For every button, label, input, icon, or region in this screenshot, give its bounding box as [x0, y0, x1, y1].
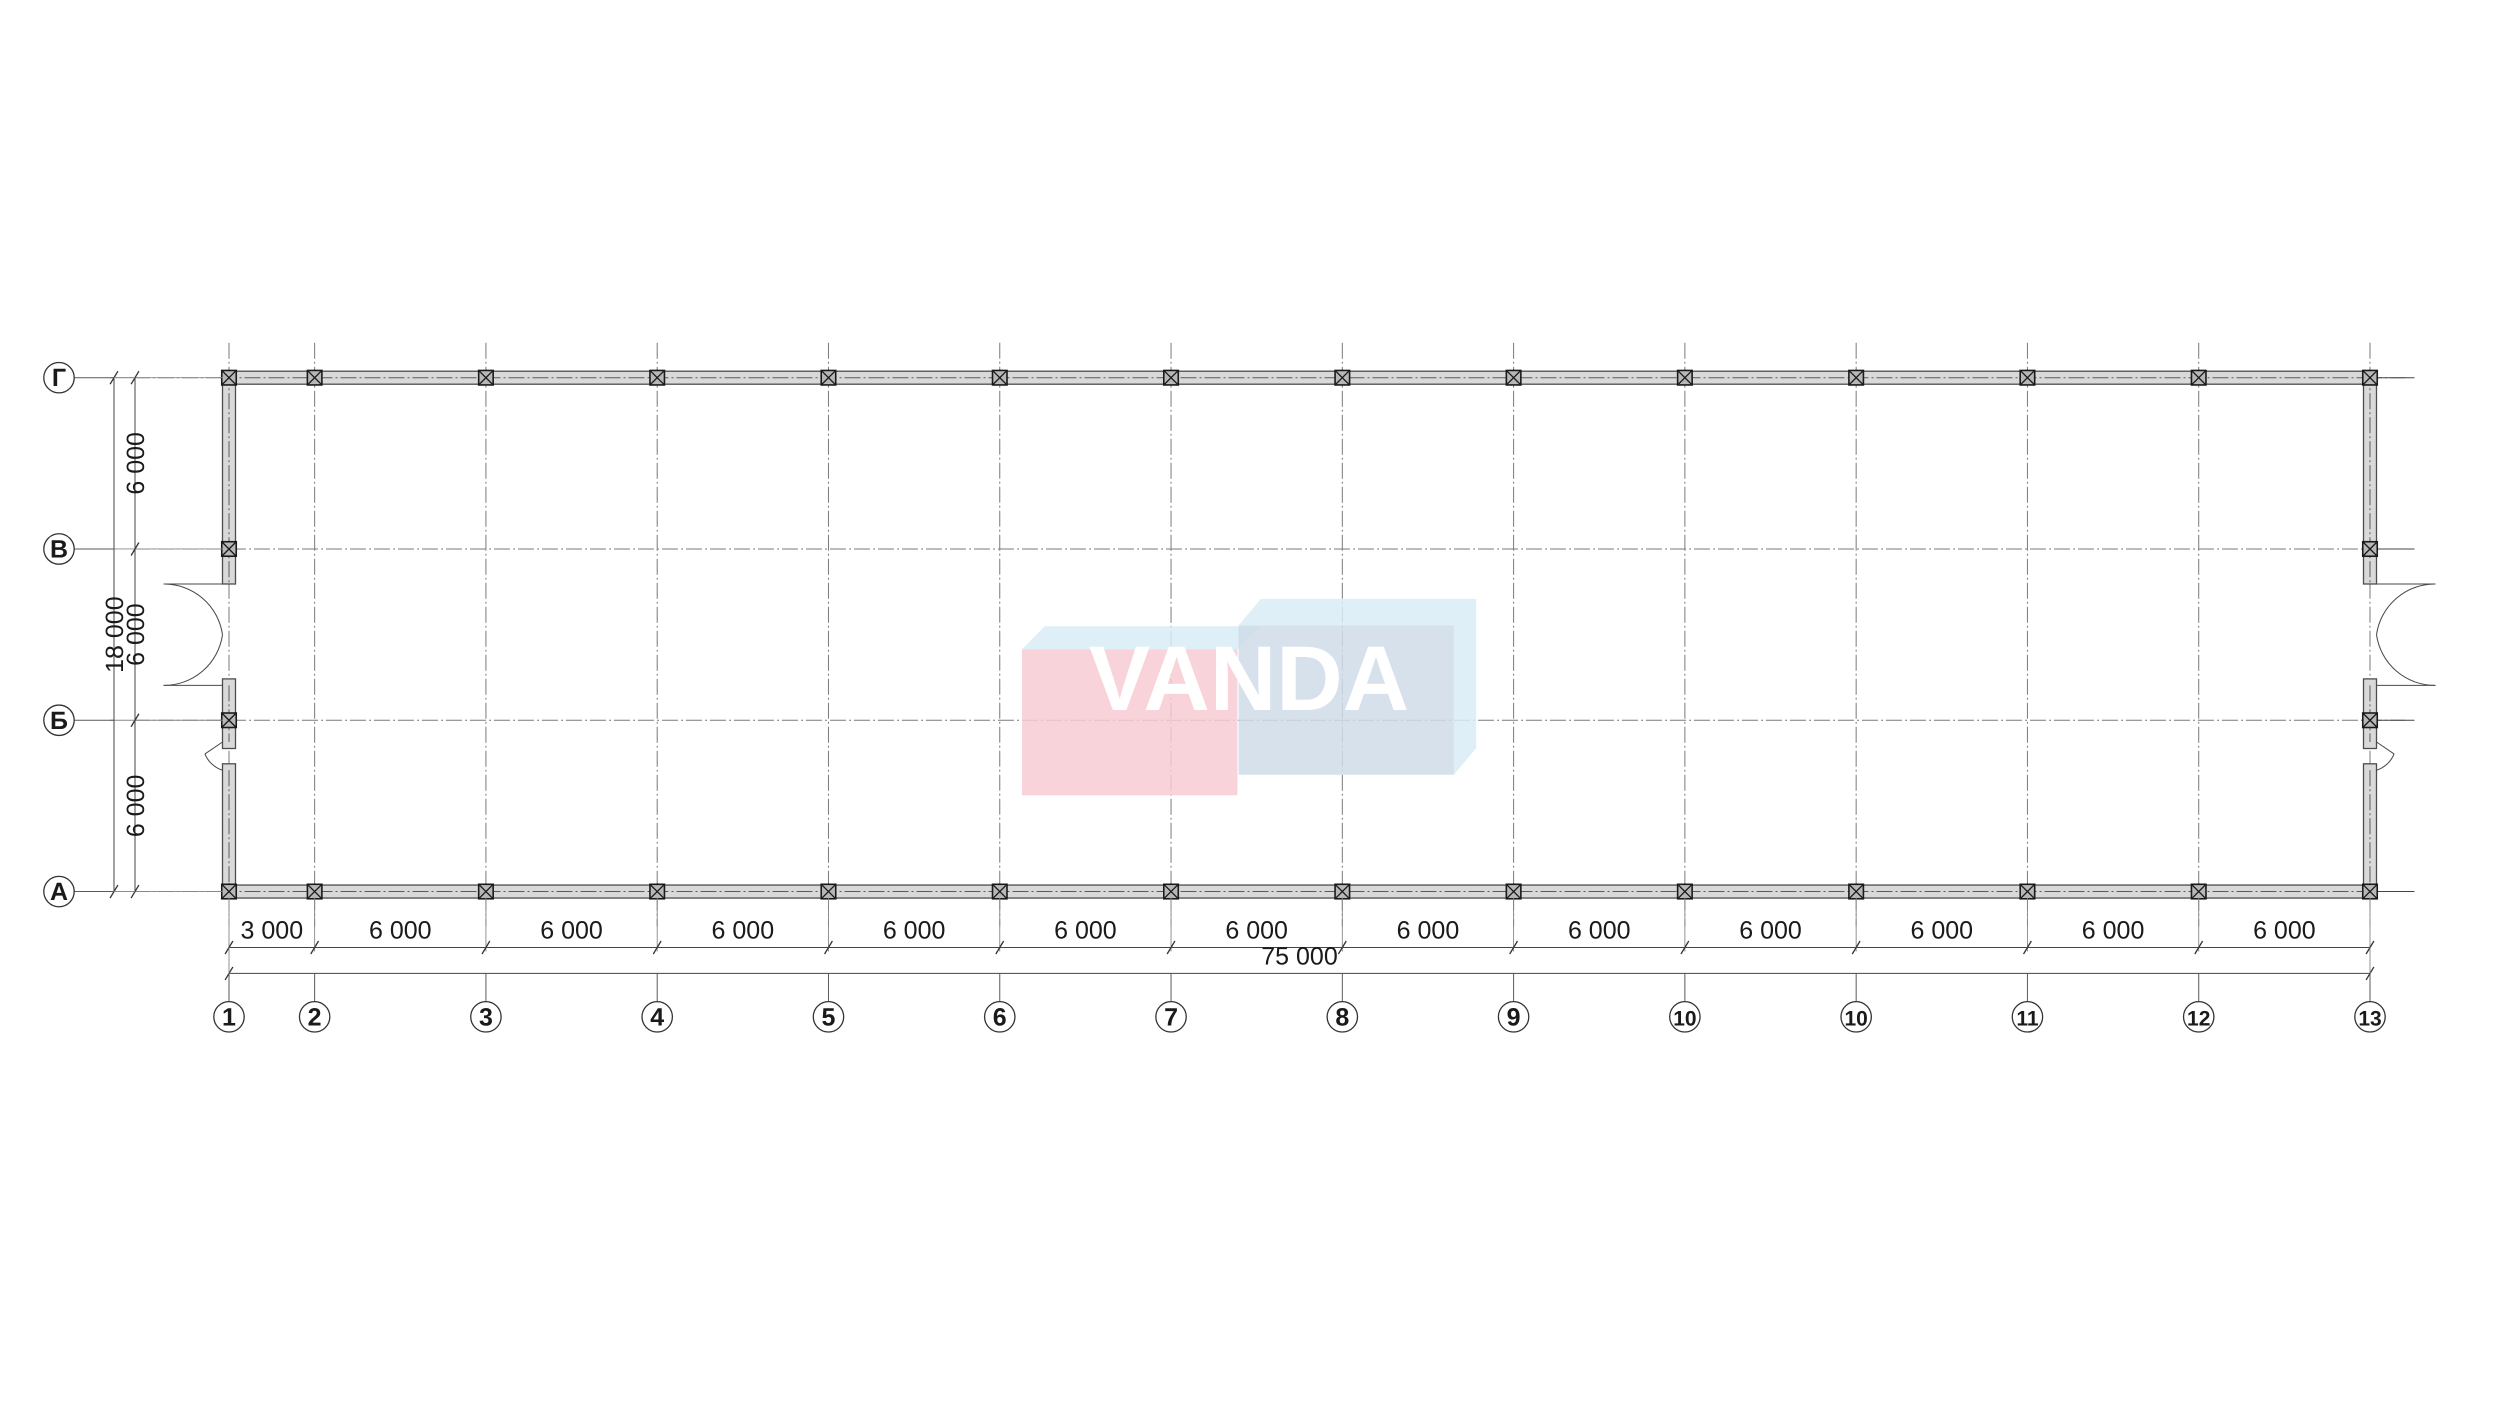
svg-text:5: 5 [822, 1003, 836, 1031]
svg-text:6 000: 6 000 [1739, 917, 1802, 945]
svg-text:6 000: 6 000 [122, 432, 150, 495]
svg-text:4: 4 [650, 1003, 664, 1031]
svg-text:6 000: 6 000 [1568, 917, 1631, 945]
svg-text:3 000: 3 000 [241, 917, 304, 945]
svg-text:10: 10 [1673, 1007, 1696, 1030]
svg-text:1: 1 [222, 1003, 236, 1031]
svg-text:18 000: 18 000 [101, 596, 129, 672]
svg-text:6 000: 6 000 [2253, 917, 2316, 945]
svg-text:9: 9 [1507, 1003, 1521, 1031]
svg-text:10: 10 [1844, 1007, 1867, 1030]
svg-text:75 000: 75 000 [1261, 942, 1337, 970]
svg-text:6 000: 6 000 [369, 917, 432, 945]
svg-text:6 000: 6 000 [883, 917, 946, 945]
svg-text:6: 6 [993, 1003, 1007, 1031]
svg-text:6 000: 6 000 [122, 775, 150, 838]
svg-text:11: 11 [2016, 1007, 2039, 1030]
svg-text:7: 7 [1164, 1003, 1178, 1031]
svg-text:А: А [50, 878, 68, 906]
svg-text:6 000: 6 000 [1054, 917, 1117, 945]
svg-text:Г: Г [52, 364, 66, 392]
svg-text:Б: Б [50, 707, 68, 735]
svg-text:6 000: 6 000 [2082, 917, 2145, 945]
svg-text:6 000: 6 000 [1911, 917, 1974, 945]
svg-text:12: 12 [2187, 1007, 2210, 1030]
svg-text:13: 13 [2358, 1007, 2381, 1030]
svg-text:6 000: 6 000 [1225, 917, 1288, 945]
svg-text:8: 8 [1335, 1003, 1349, 1031]
svg-text:2: 2 [308, 1003, 322, 1031]
svg-text:6 000: 6 000 [712, 917, 775, 945]
svg-text:6 000: 6 000 [1397, 917, 1460, 945]
svg-text:В: В [50, 535, 68, 563]
svg-text:6 000: 6 000 [540, 917, 603, 945]
svg-text:3: 3 [479, 1003, 493, 1031]
svg-text:VANDA: VANDA [1089, 628, 1409, 730]
